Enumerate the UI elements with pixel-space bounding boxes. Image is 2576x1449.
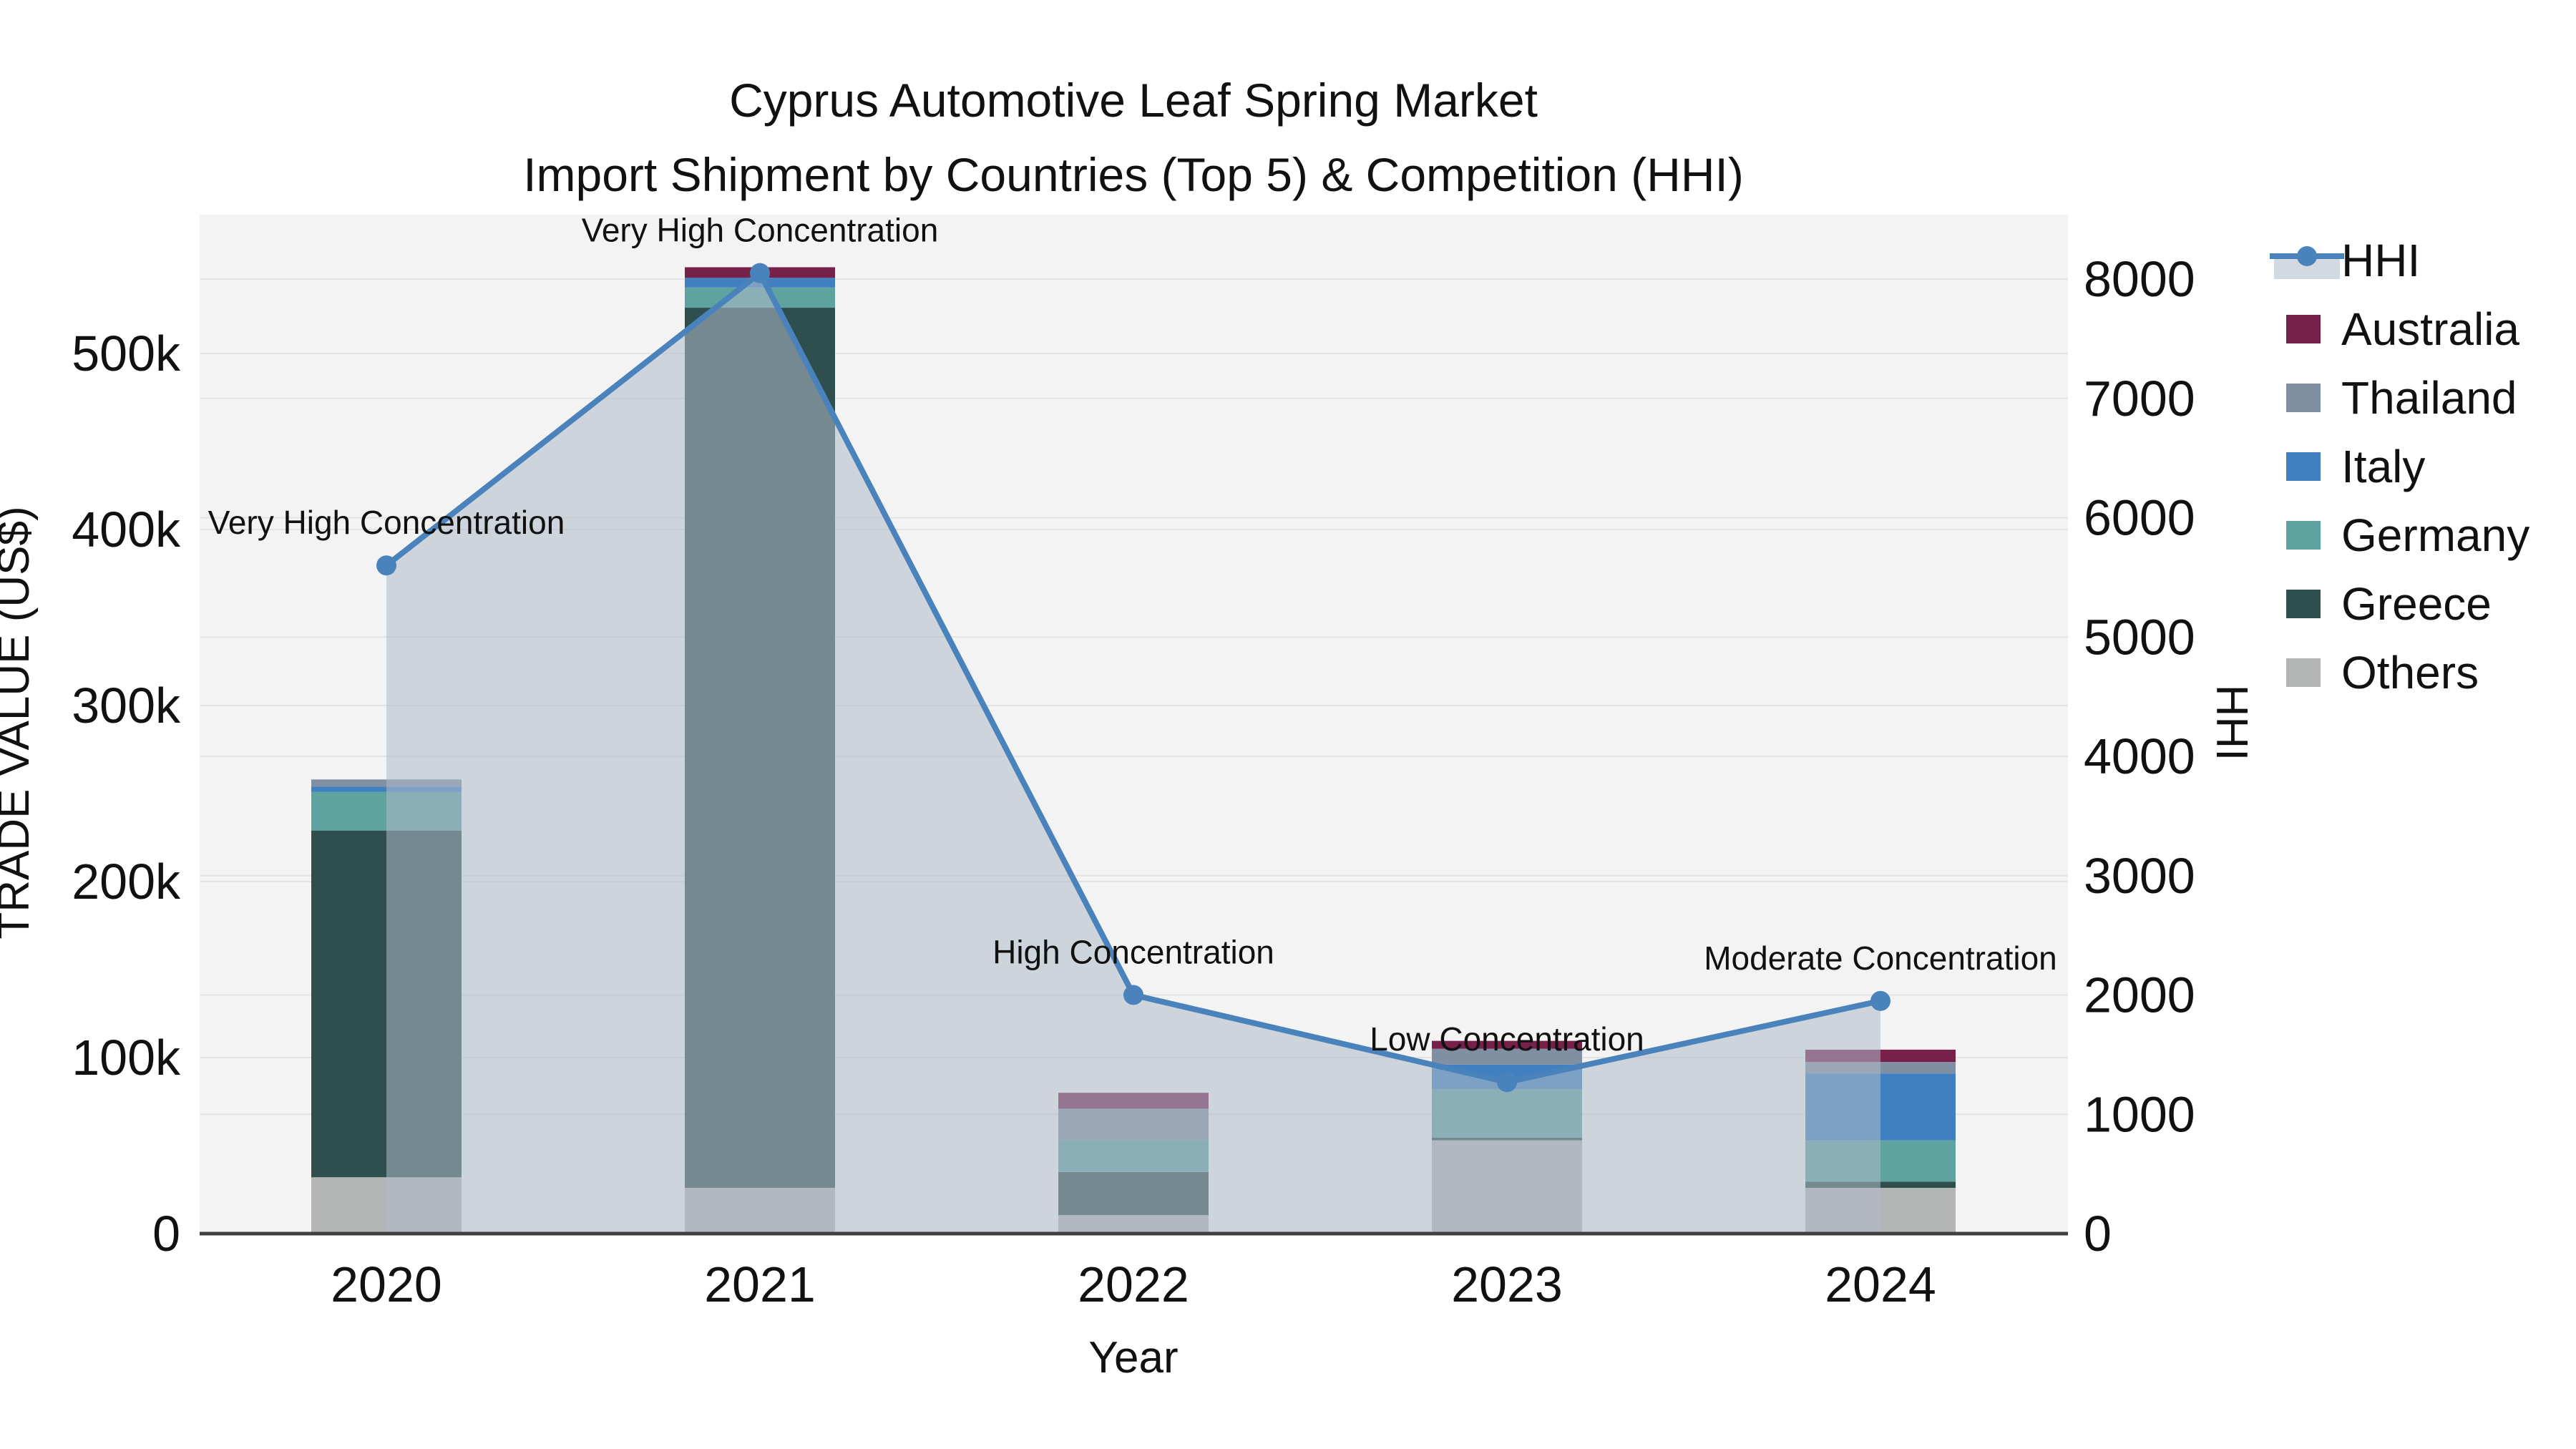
x-tick-label-2022: 2022 — [1078, 1257, 1189, 1312]
annotations: Very High Concentration Very High Concent… — [208, 212, 2057, 1058]
right-axis-title: HHI — [2207, 685, 2256, 761]
left-tick-label-500k: 500k — [72, 326, 181, 381]
x-tick-label-2024: 2024 — [1825, 1257, 1936, 1312]
hhi-line — [376, 263, 1890, 1093]
legend-swatch-germany — [2286, 521, 2321, 550]
left-tick-label-400k: 400k — [72, 502, 181, 557]
legend-label-thailand: Thailand — [2341, 372, 2517, 424]
legend-item-greece[interactable]: Greece — [2286, 578, 2492, 630]
legend-swatch-thailand — [2286, 384, 2321, 412]
legend-item-italy[interactable]: Italy — [2286, 441, 2425, 492]
legend-swatch-greece — [2286, 590, 2321, 618]
left-axis-title: TRADE VALUE (US$) — [0, 506, 39, 939]
x-tick-label-2023: 2023 — [1451, 1257, 1563, 1312]
axis-tick-labels: 0 100k 200k 300k 400k 500k 0 1000 2000 3000 4000 50… — [72, 251, 2195, 1312]
legend-hhi-marker-icon — [2297, 246, 2317, 266]
legend-item-australia[interactable]: Australia — [2286, 303, 2519, 355]
legend-label-australia: Australia — [2341, 303, 2519, 355]
x-axis-title: Year — [1088, 1333, 1178, 1382]
hhi-marker-2020[interactable] — [376, 555, 396, 576]
annotation-2020: Very High Concentration — [208, 504, 565, 541]
legend-item-germany[interactable]: Germany — [2286, 509, 2529, 561]
left-tick-label-200k: 200k — [72, 854, 181, 909]
legend-swatch-australia — [2286, 315, 2321, 343]
hhi-area-fill — [386, 273, 1880, 1234]
right-tick-label-4000: 4000 — [2084, 728, 2195, 784]
legend-label-greece: Greece — [2341, 578, 2492, 630]
legend-swatch-others — [2286, 658, 2321, 687]
right-tick-label-0: 0 — [2084, 1206, 2112, 1262]
right-tick-label-5000: 5000 — [2084, 609, 2195, 665]
hhi-marker-2023[interactable] — [1497, 1072, 1517, 1093]
chart-title-line1: Cyprus Automotive Leaf Spring Market — [729, 74, 1538, 127]
legend-label-others: Others — [2341, 647, 2479, 698]
annotation-2021: Very High Concentration — [582, 212, 939, 249]
right-tick-label-8000: 8000 — [2084, 251, 2195, 307]
left-tick-label-300k: 300k — [72, 678, 181, 733]
annotation-2024: Moderate Concentration — [1704, 940, 2057, 977]
hhi-marker-2024[interactable] — [1870, 990, 1890, 1011]
annotation-2022: High Concentration — [992, 934, 1274, 971]
right-tick-label-2000: 2000 — [2084, 967, 2195, 1023]
right-tick-label-3000: 3000 — [2084, 848, 2195, 904]
legend-item-hhi[interactable]: HHI — [2270, 235, 2420, 286]
hhi-area — [386, 273, 1880, 1234]
chart-title-line2: Import Shipment by Countries (Top 5) & C… — [523, 148, 1744, 201]
hhi-marker-2021[interactable] — [750, 263, 770, 283]
legend-item-others[interactable]: Others — [2286, 647, 2479, 698]
right-tick-label-1000: 1000 — [2084, 1086, 2195, 1142]
legend-swatch-italy — [2286, 452, 2321, 481]
bar-segment-thailand-2023[interactable] — [1432, 1048, 1582, 1065]
legend-item-thailand[interactable]: Thailand — [2286, 372, 2517, 424]
annotation-2023: Low Concentration — [1370, 1020, 1644, 1058]
legend-label-italy: Italy — [2341, 441, 2425, 492]
x-tick-label-2020: 2020 — [331, 1257, 442, 1312]
left-tick-label-100k: 100k — [72, 1030, 181, 1085]
right-tick-label-6000: 6000 — [2084, 490, 2195, 546]
x-tick-label-2021: 2021 — [704, 1257, 816, 1312]
legend-label-germany: Germany — [2341, 509, 2529, 561]
hhi-marker-2022[interactable] — [1123, 985, 1143, 1005]
legend-label-hhi: HHI — [2341, 235, 2420, 286]
left-tick-label-0: 0 — [152, 1206, 180, 1262]
bar-segment-australia-2023[interactable] — [1432, 1040, 1582, 1049]
legend: HHI Australia Thailand Italy Germany Greece Ot… — [2270, 235, 2529, 698]
right-tick-label-7000: 7000 — [2084, 371, 2195, 426]
